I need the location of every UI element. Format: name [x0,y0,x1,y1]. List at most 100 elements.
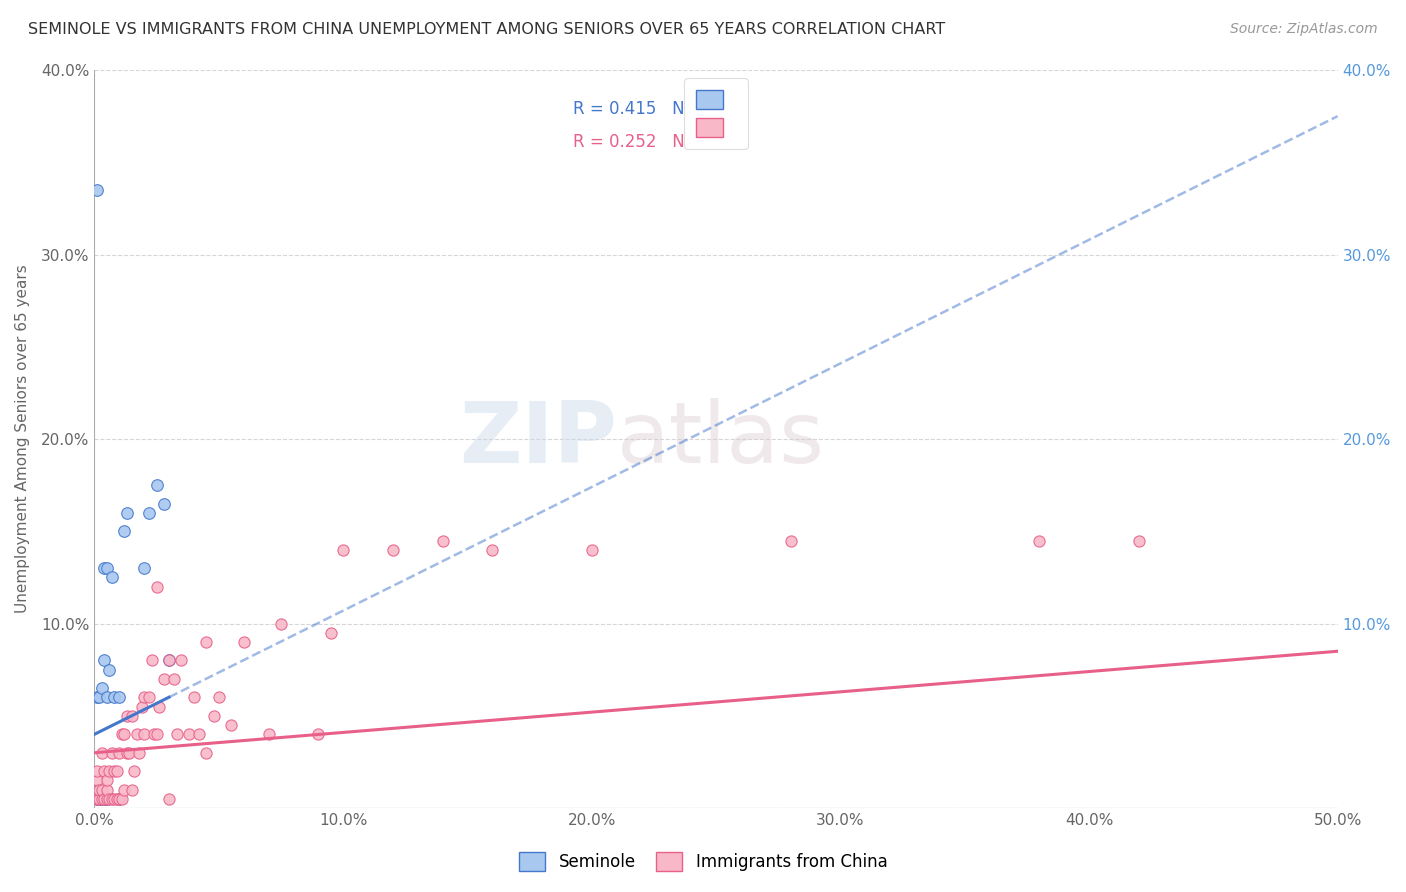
Point [93,792,115,806]
Text: ZIP: ZIP [458,398,617,481]
Point [177,727,200,741]
Point [153,497,176,511]
Point [128,746,150,760]
Point [96,773,118,788]
Point [138,690,160,705]
Point [121,708,143,723]
Point [157,792,180,806]
Point [90,792,112,806]
Point [257,727,280,741]
Text: R = 0.252   N = 71: R = 0.252 N = 71 [574,133,730,151]
Point [89,792,111,806]
Point [96,561,118,575]
Point [232,635,254,649]
Point [101,792,124,806]
Point [98,663,121,677]
Point [89,792,111,806]
Point [111,727,134,741]
Point [307,727,329,741]
Point [90,792,112,806]
Y-axis label: Unemployment Among Seniors over 65 years: Unemployment Among Seniors over 65 years [15,265,30,614]
Point [170,653,193,667]
Point [98,764,121,779]
Point [319,625,342,640]
Point [145,478,167,492]
Point [108,746,131,760]
Point [481,542,503,557]
Point [105,792,128,806]
Point [86,782,108,797]
Text: atlas: atlas [617,398,824,481]
Point [131,699,153,714]
Point [115,708,138,723]
Point [93,764,115,779]
Text: R = 0.415   N = 26: R = 0.415 N = 26 [574,100,730,118]
Point [86,183,108,197]
Legend: , : , [685,78,748,149]
Point [153,672,176,686]
Point [96,792,118,806]
Legend: Seminole, Immigrants from China: Seminole, Immigrants from China [510,843,896,880]
Point [1028,533,1050,548]
Point [166,727,188,741]
Point [779,533,801,548]
Point [187,727,209,741]
Point [145,580,167,594]
Point [115,746,138,760]
Point [93,561,115,575]
Point [90,782,112,797]
Point [86,792,108,806]
Point [108,690,131,705]
Point [108,792,131,806]
Point [134,690,156,705]
Point [163,672,186,686]
Point [98,792,121,806]
Text: SEMINOLE VS IMMIGRANTS FROM CHINA UNEMPLOYMENT AMONG SENIORS OVER 65 YEARS CORRE: SEMINOLE VS IMMIGRANTS FROM CHINA UNEMPL… [28,22,945,37]
Point [105,764,128,779]
Point [90,746,112,760]
Point [202,708,225,723]
Point [145,727,167,741]
Point [93,653,115,667]
Point [148,699,170,714]
Point [138,506,160,520]
Point [89,782,111,797]
Point [112,524,135,539]
Point [108,792,131,806]
Point [134,727,156,741]
Point [157,653,180,667]
Point [270,616,292,631]
Point [101,570,124,584]
Point [125,727,148,741]
Point [89,690,111,705]
Point [121,782,143,797]
Point [1128,533,1150,548]
Point [86,690,108,705]
Point [118,746,141,760]
Point [90,681,112,695]
Point [103,764,125,779]
Point [93,792,115,806]
Point [112,727,135,741]
Point [112,782,135,797]
Text: Source: ZipAtlas.com: Source: ZipAtlas.com [1230,22,1378,37]
Point [86,773,108,788]
Point [581,542,603,557]
Point [103,690,125,705]
Point [381,542,404,557]
Point [111,792,134,806]
Point [103,792,125,806]
Point [141,653,163,667]
Point [143,727,166,741]
Point [183,690,205,705]
Point [208,690,231,705]
Point [432,533,454,548]
Point [96,782,118,797]
Point [86,764,108,779]
Point [134,561,156,575]
Point [195,746,218,760]
Point [157,653,180,667]
Point [219,718,242,732]
Point [96,690,118,705]
Point [101,746,124,760]
